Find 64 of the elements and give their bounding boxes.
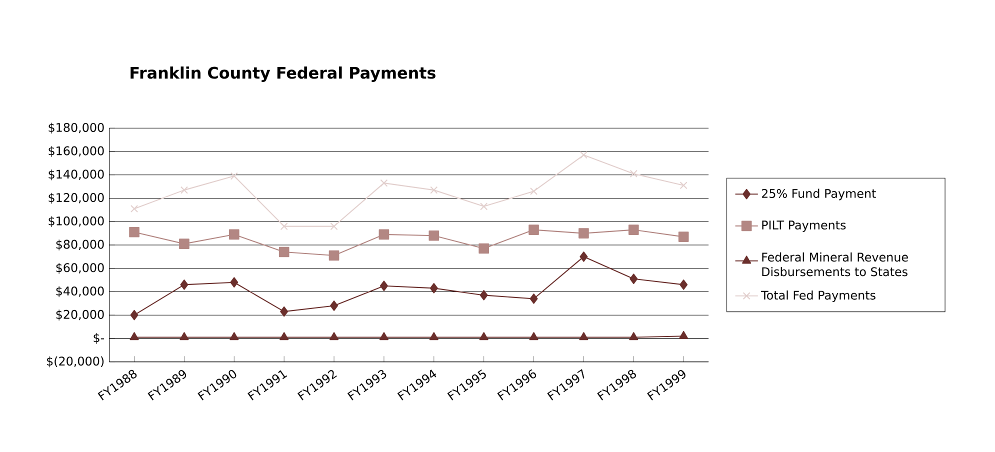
y-tick-label: $60,000 (56, 262, 104, 274)
point (428, 230, 440, 241)
point (280, 306, 288, 317)
point (530, 293, 538, 304)
point (630, 274, 638, 284)
point (629, 332, 638, 340)
chart-title: Franklin County Federal Payments (130, 66, 436, 82)
point (478, 243, 490, 254)
legend-label: Total Fed Payments (761, 290, 876, 302)
point (179, 238, 190, 249)
point (330, 300, 338, 311)
point (230, 277, 238, 288)
point (480, 290, 488, 300)
point (430, 186, 438, 194)
point (378, 229, 390, 240)
point (678, 232, 689, 242)
point (130, 310, 138, 320)
point (480, 202, 488, 210)
point (328, 250, 340, 261)
point (679, 330, 688, 339)
point (130, 332, 139, 340)
point (429, 332, 438, 340)
point (280, 222, 288, 230)
point (479, 332, 488, 340)
point (379, 332, 389, 340)
point (330, 222, 338, 230)
point (628, 224, 639, 235)
y-tick-label: $- (94, 332, 104, 344)
point (380, 179, 388, 187)
y-tick-label: $180,000 (48, 122, 104, 134)
point (680, 279, 688, 290)
point (329, 332, 339, 340)
point (130, 204, 138, 212)
point (180, 332, 189, 340)
point (580, 251, 588, 262)
point (180, 279, 188, 290)
point (278, 246, 290, 258)
point (680, 181, 688, 190)
point (129, 226, 140, 238)
y-tick-label: $40,000 (56, 286, 104, 297)
point (528, 224, 539, 235)
point (230, 172, 238, 180)
point (180, 186, 188, 194)
point (529, 332, 538, 340)
point (578, 228, 589, 238)
legend-label: 25% Fund Payment (762, 188, 876, 200)
y-tick-label: $120,000 (48, 192, 104, 204)
point (380, 280, 388, 291)
point (630, 170, 638, 178)
point (228, 229, 240, 240)
point (280, 332, 289, 340)
point (230, 332, 239, 340)
point (580, 151, 588, 159)
y-tick-label: $80,000 (56, 239, 104, 250)
y-tick-label: $140,000 (48, 169, 104, 180)
y-tick-label: $100,000 (48, 216, 104, 227)
point (579, 332, 588, 340)
y-tick-label: $160,000 (48, 146, 104, 157)
y-tick-label: $(20,000) (47, 356, 104, 368)
legend-label: PILT Payments (762, 220, 846, 232)
y-tick-label: $20,000 (56, 310, 104, 320)
point (430, 282, 438, 294)
point (530, 187, 538, 195)
legend-label: Federal Mineral Revenue Disbursements to States (762, 252, 908, 276)
